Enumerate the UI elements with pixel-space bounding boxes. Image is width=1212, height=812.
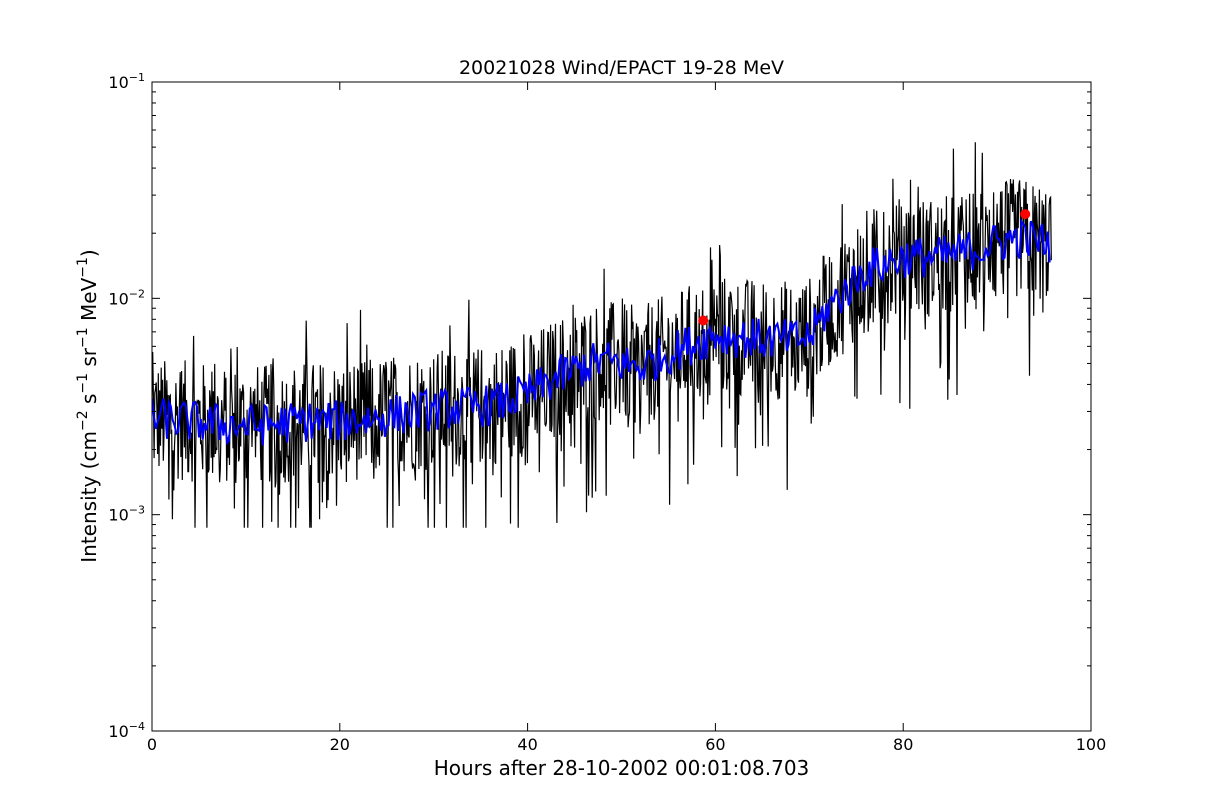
x-tick-label: 60 [705,735,725,754]
x-tick-label: 0 [147,735,157,754]
plot-area [152,142,1052,528]
x-tick-label: 40 [517,735,537,754]
series-line-smoothed [152,218,1051,446]
highlight-point [1020,209,1031,220]
series-group [152,142,1052,528]
y-tick-label: 10−1 [108,71,145,92]
plot-frame [151,81,1092,732]
x-tick-label: 80 [893,735,913,754]
y-axis-label-exp: −1 [75,373,91,394]
x-axis-label: Hours after 28-10-2002 00:01:08.703 [434,756,810,780]
y-axis-label-unit: MeV [77,277,101,327]
axis-ticks: 0 20 40 60 80 100 10−4 10−3 10−2 10−1 [108,71,1106,754]
y-axis-label: Intensity (cm−2 s−1 sr−1 MeV−1) [75,249,101,562]
chart-title: 20021028 Wind/EPACT 19-28 MeV [459,57,784,79]
y-tick-label: 10−4 [108,720,145,741]
y-axis-label-unit: s [77,394,101,411]
x-tick-label: 20 [330,735,350,754]
y-axis-label-exp: −1 [75,257,91,278]
y-axis-label-suffix: ) [77,249,101,257]
y-axis-label-prefix: Intensity (cm [77,431,101,563]
y-tick-label: 10−2 [108,287,145,308]
highlight-point [698,315,709,326]
y-axis-label-exp: −2 [75,410,91,431]
y-tick-label: 10−3 [108,504,145,525]
x-tick-label: 100 [1076,735,1107,754]
series-line-raw [152,142,1052,528]
y-axis-label-unit: sr [77,347,101,373]
y-axis-label-exp: −1 [75,327,91,348]
